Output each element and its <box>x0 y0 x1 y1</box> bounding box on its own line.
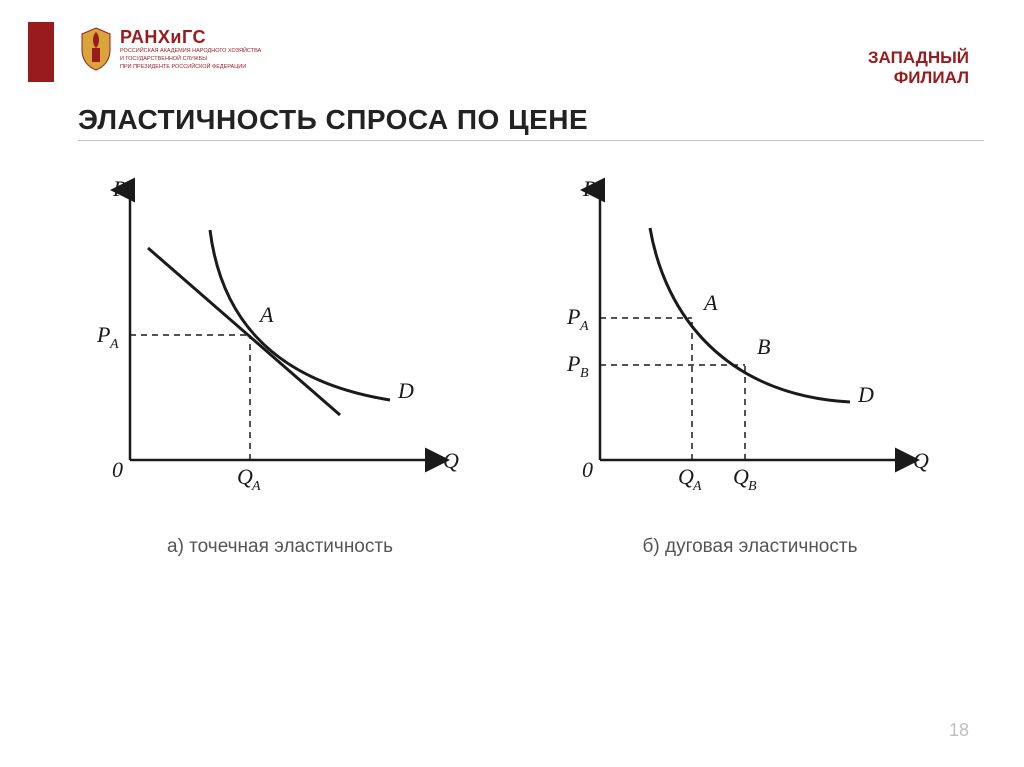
chart-arc-elasticity: P Q 0 A B D P A P B Q A Q B б) дуговая э… <box>530 170 970 550</box>
point-A-label: A <box>258 302 274 327</box>
QA-sub: A <box>251 479 261 494</box>
curve-D-label-r: D <box>857 382 874 407</box>
chart-right-svg: P Q 0 A B D P A P B Q A Q B <box>530 170 970 520</box>
slide-title: ЭЛАСТИЧНОСТЬ СПРОСА ПО ЦЕНЕ <box>78 104 984 141</box>
origin-label: 0 <box>112 457 123 482</box>
brand-accent-bar <box>28 22 54 82</box>
chart-point-elasticity: P Q 0 A D P A Q A а) точечная эластичнос… <box>60 170 500 550</box>
origin-label-r: 0 <box>582 457 593 482</box>
page-number: 18 <box>949 720 969 741</box>
branch-label: ЗАПАДНЫЙ ФИЛИАЛ <box>868 48 969 87</box>
PA-label-r: P <box>566 304 580 329</box>
point-A-label-r: A <box>702 290 718 315</box>
point-B-label-r: B <box>757 334 770 359</box>
QA-sub-r: A <box>692 479 702 494</box>
branch-line1: ЗАПАДНЫЙ <box>868 48 969 68</box>
logo-sub-3: ПРИ ПРЕЗИДЕНТЕ РОССИЙСКОЙ ФЕДЕРАЦИИ <box>120 64 261 70</box>
PB-sub-r: B <box>580 366 589 381</box>
PB-label-r: P <box>566 351 580 376</box>
PA-sub-r: A <box>579 319 589 334</box>
logo-sub-1: РОССИЙСКАЯ АКАДЕМИЯ НАРОДНОГО ХОЗЯЙСТВА <box>120 48 261 54</box>
axis-Q-label-r: Q <box>913 448 929 473</box>
PA-sub: A <box>109 337 119 352</box>
chart-left-svg: P Q 0 A D P A Q A <box>60 170 500 520</box>
branch-line2: ФИЛИАЛ <box>868 68 969 88</box>
QA-label-r: Q <box>678 464 694 489</box>
curve-D-label: D <box>397 378 414 403</box>
QB-label-r: Q <box>733 464 749 489</box>
chart-right-caption: б) дуговая эластичность <box>530 536 970 558</box>
logo-main-text: РАНХиГС <box>120 28 261 46</box>
crest-icon <box>78 26 114 72</box>
axis-Q-label: Q <box>443 448 459 473</box>
chart-left-caption: а) точечная эластичность <box>60 536 500 558</box>
QA-label: Q <box>237 464 253 489</box>
logo-block: РАНХиГС РОССИЙСКАЯ АКАДЕМИЯ НАРОДНОГО ХО… <box>78 26 261 72</box>
logo-sub-2: И ГОСУДАРСТВЕННОЙ СЛУЖБЫ <box>120 56 261 62</box>
axis-P-label: P <box>112 176 126 201</box>
axis-P-label-r: P <box>582 176 596 201</box>
PA-label: P <box>96 322 110 347</box>
QB-sub-r: B <box>748 479 757 494</box>
charts-row: P Q 0 A D P A Q A а) точечная эластичнос… <box>60 170 970 550</box>
